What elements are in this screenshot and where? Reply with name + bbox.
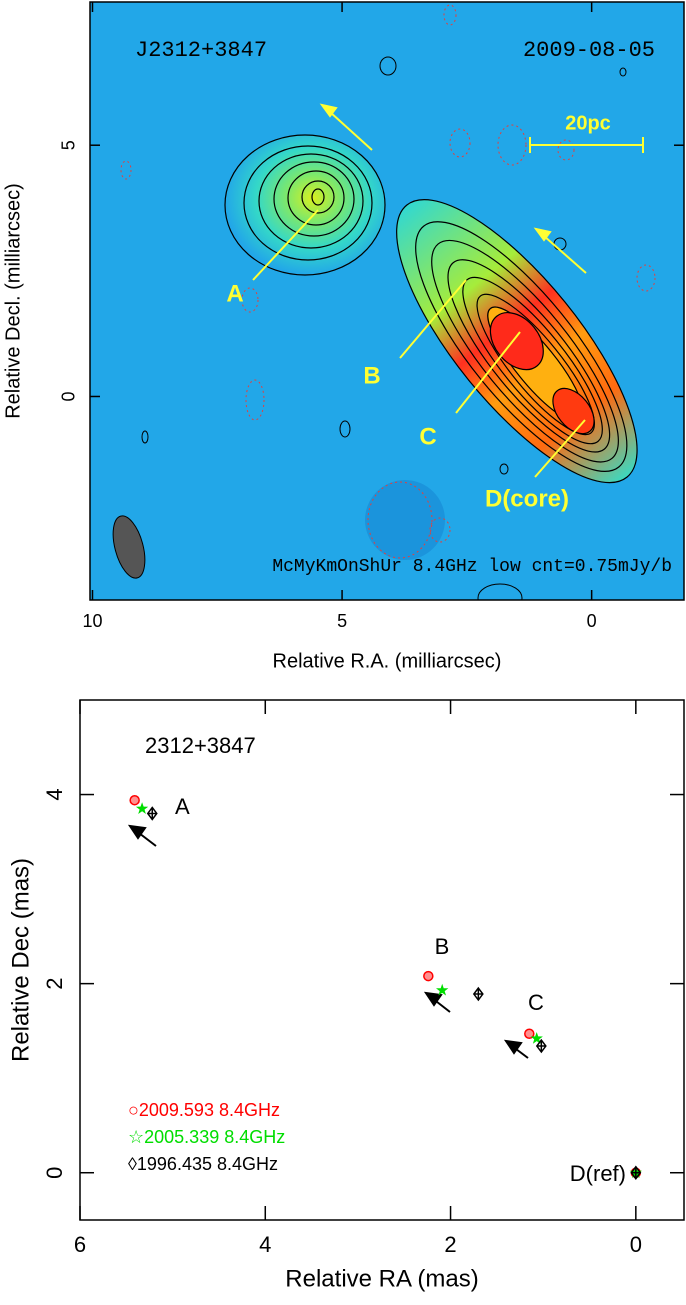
radio-image (90, 2, 684, 600)
y-tick-label: 2 (42, 978, 67, 990)
bottom-panel-text: 2312+3847 A B C D(ref) (145, 733, 626, 1186)
data-point (630, 1165, 642, 1180)
scale-bar-label: 20pc (565, 112, 611, 134)
data-point (135, 802, 149, 814)
top-panel-text: J2312+3847 2009-08-05 20pc McMyKmOnShUr … (135, 38, 672, 577)
data-point (423, 970, 434, 982)
data-point (436, 983, 449, 996)
annotation: C (528, 990, 544, 1015)
legend-entry: ☆2005.339 8.4GHz (128, 1127, 285, 1147)
data-point (530, 1032, 543, 1044)
annotation: B (363, 362, 380, 389)
yellow-arrows (252, 103, 644, 478)
annotation: A (175, 794, 190, 819)
plot-frame (79, 699, 685, 1221)
caption: McMyKmOnShUr 8.4GHz low cnt=0.75mJy/b (272, 557, 672, 577)
x-tick-label: 5 (337, 611, 347, 631)
date-label: 2009-08-05 (523, 38, 655, 63)
x-tick-label: 0 (630, 1232, 642, 1257)
y-axis-label: Relative Dec (mas) (7, 858, 34, 1062)
plot-frame (89, 1, 685, 601)
legend-entry: ◊1996.435 8.4GHz (128, 1154, 278, 1174)
x-axis-label: Relative RA (mas) (285, 1265, 478, 1292)
y-tick-label: 4 (42, 788, 67, 800)
y-tick-label: 0 (42, 1167, 67, 1179)
data-point (472, 986, 484, 1002)
y-tick-label: 0 (59, 391, 79, 401)
legend-entry: ○2009.593 8.4GHz (128, 1100, 280, 1120)
data-point (524, 1028, 535, 1039)
annotation: C (419, 423, 436, 450)
data-point (535, 1038, 547, 1054)
y-tick-label: 5 (59, 140, 79, 150)
x-tick-label: 0 (587, 611, 597, 631)
plot-title: 2312+3847 (145, 733, 256, 758)
x-tick-label: 6 (74, 1232, 86, 1257)
annotation: D(ref) (570, 1161, 626, 1186)
y-axis-label: Relative Decl. (milliarcsec) (2, 183, 24, 419)
beam (112, 515, 146, 579)
source-label: J2312+3847 (135, 38, 267, 63)
annotation: A (226, 280, 243, 307)
x-tick-label: 2 (444, 1232, 456, 1257)
x-axis-label: Relative R.A. (milliarcsec) (273, 650, 502, 672)
annotation: B (435, 934, 450, 959)
x-tick-label: 4 (259, 1232, 271, 1257)
data-point (129, 794, 140, 806)
x-tick-label: 10 (82, 611, 102, 631)
bottom-panel-layout (127, 824, 529, 1059)
data-point (146, 806, 158, 821)
annotation: D(core) (485, 485, 569, 512)
